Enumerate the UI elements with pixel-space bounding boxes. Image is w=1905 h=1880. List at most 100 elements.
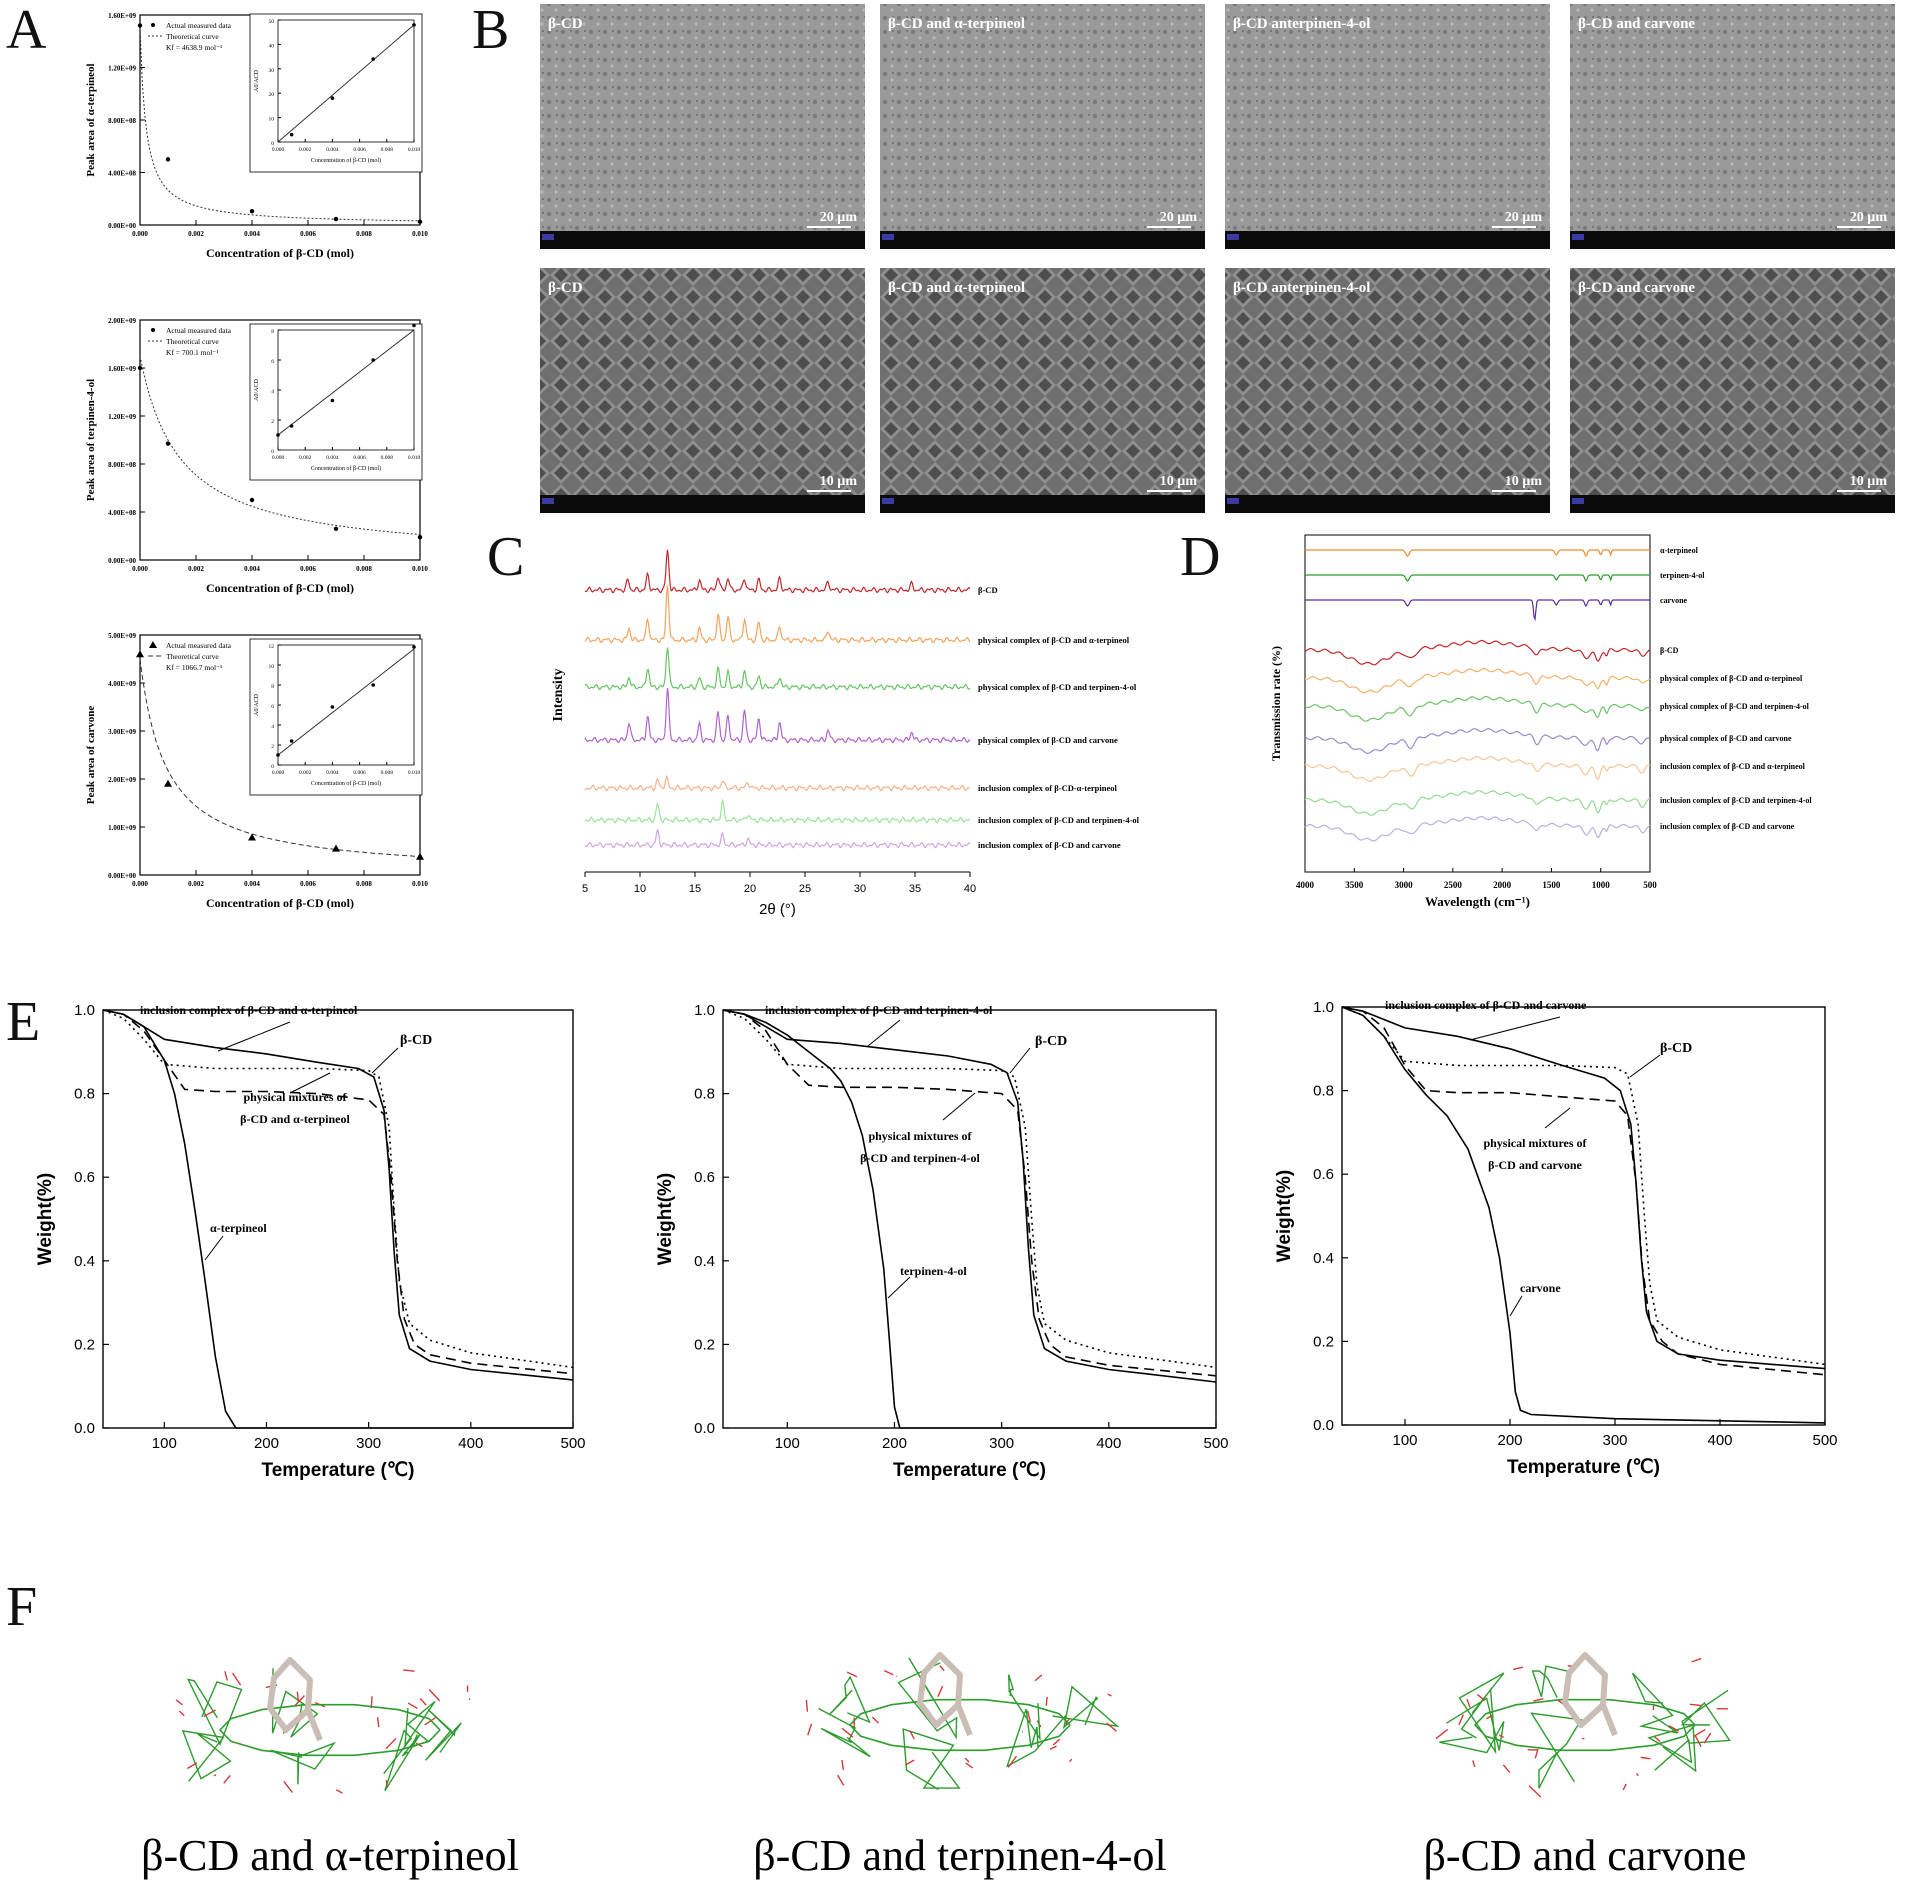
annotation-label: carvone — [1520, 1281, 1561, 1295]
x-tick-label: 0.004 — [244, 880, 260, 888]
molecule-oxygen-bond — [1693, 1728, 1706, 1737]
y-tick-label: 1.00E+09 — [108, 824, 136, 832]
theoretical-curve — [139, 658, 421, 857]
xrd-series-line — [584, 774, 971, 792]
y-tick-label: 1.60E+09 — [108, 12, 136, 20]
annotation-label: physical mixtures of — [1483, 1136, 1587, 1150]
molecule-oxygen-bond — [1640, 1756, 1651, 1760]
molecule-bond — [1680, 1689, 1731, 1744]
x-axis-label: Concentration of β-CD (mol) — [206, 246, 354, 260]
x-tick-label: 0.008 — [356, 880, 372, 888]
guest-molecule — [267, 1657, 323, 1742]
molecule-oxygen-bond — [1654, 1736, 1661, 1743]
data-point — [249, 209, 255, 214]
x-tick-label: 300 — [356, 1435, 381, 1452]
x-tick-label: 10 — [634, 883, 646, 895]
inset-data-point — [276, 433, 280, 437]
y-axis-label: Weight(%) — [35, 1173, 56, 1266]
plot-frame — [1341, 1006, 1826, 1426]
x-axis-label: Temperature (℃) — [262, 1460, 415, 1481]
inset-data-point — [371, 358, 376, 362]
chart-d-ftir: 4000 3500 3000 2500 2000 1500 1000 500 Wavelengt… — [1269, 534, 1812, 909]
molecule-oxygen-bond — [1622, 1783, 1627, 1791]
annotation-arrow — [1544, 1107, 1571, 1129]
molecule-oxygen-bond — [223, 1774, 231, 1784]
molecule-oxygen-bond — [283, 1780, 293, 1793]
molecule-oxygen-bond — [1027, 1710, 1032, 1723]
x-axis-label: Temperature (℃) — [1507, 1457, 1660, 1478]
xrd-series-line — [584, 549, 971, 594]
ftir-series-line — [1304, 667, 1651, 694]
data-point — [164, 779, 172, 787]
inset-data-point — [330, 398, 335, 403]
sem-texture — [1225, 4, 1550, 249]
x-axis-label: 2θ (°) — [759, 901, 796, 918]
x-tick-label: 0.000 — [272, 147, 285, 153]
x-tick-label: 0.000 — [132, 230, 148, 238]
panel-letter-f: F — [6, 1576, 37, 1638]
y-tick-label: 2 — [271, 744, 274, 750]
data-point — [416, 852, 424, 860]
series-label: inclusion complex of β-CD and carvone — [978, 840, 1121, 850]
tga-series-line — [1341, 1006, 1826, 1366]
x-tick-label: 500 — [560, 1435, 585, 1452]
sem-logo — [882, 498, 894, 504]
molecule-bond — [1458, 1672, 1505, 1755]
molecule-oxygen-bond — [1466, 1698, 1471, 1708]
chart-a1: 0.000 0.002 0.004 0.006 0.008 0.010 0.00E+00 4.… — [85, 12, 428, 260]
annotation-label: terpinen-4-ol — [900, 1264, 967, 1278]
series-label: carvone — [1660, 596, 1688, 605]
y-axis-label: Intensity — [551, 669, 566, 722]
molecule-oxygen-bond — [403, 1669, 415, 1672]
panel-letter-c: C — [487, 526, 524, 588]
x-tick-label: 0.006 — [353, 455, 366, 461]
annotation-label: α-terpineol — [210, 1221, 267, 1235]
x-tick-label: 0.002 — [188, 880, 204, 888]
sem-scale-label: 20 µm — [820, 210, 858, 225]
y-axis-label: Peak area of carvone — [85, 706, 97, 805]
ftir-series-line — [1304, 755, 1651, 782]
data-point — [249, 497, 255, 503]
x-tick-label: 0.002 — [299, 770, 312, 776]
x-tick-label: 0.006 — [300, 565, 316, 573]
legend-label: Kf = 4638.9 mol⁻¹ — [166, 43, 222, 52]
x-tick-label: 200 — [254, 1435, 279, 1452]
molecule-bond — [1647, 1724, 1697, 1773]
molecule-bond — [1531, 1665, 1571, 1699]
y-tick-label: 0 — [271, 764, 274, 770]
legend-label: Kf = 700.1 mol⁻¹ — [166, 348, 219, 357]
sem-info-bar — [1225, 231, 1550, 249]
y-tick-label: 6 — [271, 359, 274, 365]
annotation-arrow — [942, 1092, 976, 1121]
tga-series-line — [102, 1009, 574, 1369]
x-tick-label: 3000 — [1395, 880, 1414, 890]
molecule-oxygen-bond — [1034, 1674, 1043, 1682]
molecule-bond — [1530, 1712, 1583, 1789]
guest-molecule — [1562, 1652, 1618, 1737]
y-tick-label: 4.00E+09 — [108, 680, 136, 688]
sem-logo — [1227, 234, 1239, 240]
y-tick-label: 0.2 — [1313, 1333, 1334, 1350]
sem-texture — [880, 268, 1205, 513]
x-tick-label: 4000 — [1296, 880, 1315, 890]
sem-logo — [1572, 234, 1584, 240]
molecule-oxygen-bond — [1472, 1760, 1476, 1768]
xrd-series-line — [584, 647, 971, 691]
molecule-oxygen-bond — [1435, 1728, 1449, 1740]
x-tick-label: 0.010 — [412, 880, 428, 888]
molecule-oxygen-bond — [841, 1759, 845, 1770]
y-tick-label: 0.6 — [694, 1169, 715, 1186]
y-tick-label: 4.00E+08 — [108, 170, 136, 178]
sem-scale-label: 20 µm — [1505, 210, 1543, 225]
series-label: inclusion complex of β-CD-α-terpineol — [978, 783, 1117, 793]
x-tick-label: 25 — [799, 883, 811, 895]
inset-y-label: A0/ACD — [254, 70, 260, 92]
tga-series-line — [722, 1009, 1217, 1369]
inset-data-point — [412, 645, 416, 649]
sem-texture — [1570, 268, 1895, 513]
y-tick-label: 0.00E+00 — [108, 872, 136, 880]
sem-info-bar — [1570, 231, 1895, 249]
annotation-label: inclusion complex of β-CD and carvone — [1385, 998, 1587, 1012]
x-tick-label: 0.000 — [132, 880, 148, 888]
